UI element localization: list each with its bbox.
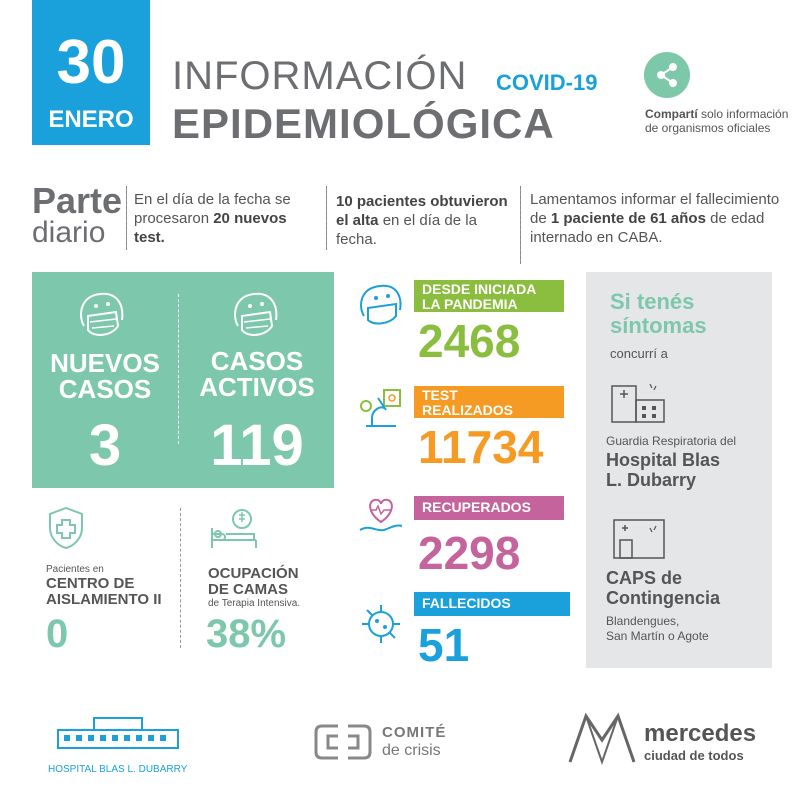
caps-address-1: Blandengues,	[606, 614, 680, 628]
stat-pandemic-label-1: DESDE INICIADA	[422, 281, 537, 297]
share-note-bold: Compartí	[645, 107, 698, 121]
caps-address: Blandengues, San Martín o Agote	[606, 614, 709, 644]
caps-building-icon	[613, 519, 665, 559]
heart-hand-icon	[359, 498, 403, 532]
diario-word: diario	[32, 216, 106, 249]
title-line-2: EPIDEMIOLÓGICA	[172, 100, 555, 147]
parte-col-1-bold: 20 nuevos test.	[134, 210, 287, 246]
mercedes-logo-icon	[568, 712, 636, 766]
stat-recovered-value: 2298	[418, 527, 521, 579]
parte-col-3-text: Lamentamos informar el fallecimiento de	[530, 191, 780, 227]
beds-label-1: OCUPACIÓN	[208, 565, 299, 582]
divider	[326, 186, 327, 250]
active-cases-label-1: CASOS	[210, 346, 304, 376]
date-month: ENERO	[48, 106, 134, 133]
new-cases-value: 3	[88, 413, 122, 478]
new-cases-label: NUEVOS CASOS	[32, 350, 178, 402]
masked-face-icon	[80, 292, 124, 336]
share-icon[interactable]	[644, 52, 690, 98]
title-line-1: INFORMACIÓN	[172, 54, 468, 98]
isolation-label-1: CENTRO DE	[46, 575, 135, 592]
stat-tests-pill: TEST REALIZADOS	[414, 386, 564, 418]
hospital-name: Hospital Blas L. Dubarry	[606, 450, 720, 490]
parte-col-2-bold: 10 pacientes obtuvieron el alta	[336, 193, 508, 229]
isolation-small: Pacientes en	[46, 564, 104, 575]
hospital-bed-icon	[211, 509, 257, 548]
stat-tests-label-1: TEST	[422, 387, 458, 403]
masked-face-icon	[360, 284, 402, 325]
stat-recovered-pill: RECUPERADOS	[414, 496, 564, 520]
hospital-logo	[57, 717, 179, 749]
hospital-name-1: Hospital Blas	[606, 450, 721, 470]
hospital-building-icon	[611, 383, 665, 423]
divider	[126, 186, 127, 250]
mercedes-text-2: ciudad de todos	[644, 748, 744, 763]
symptoms-go-to: concurrí a	[610, 346, 668, 361]
caps-name-1: CAPS de	[606, 568, 683, 588]
caps-name-2: Contingencia	[606, 588, 721, 608]
parte-col-3: Lamentamos informar el fallecimiento de …	[530, 190, 790, 247]
parte-word: Parte	[32, 180, 123, 221]
hospital-name-2: L. Dubarry	[606, 470, 697, 490]
stat-pandemic-pill: DESDE INICIADA LA PANDEMIA	[414, 280, 564, 312]
comite-logo-icon	[314, 724, 372, 760]
new-cases-label-2: CASOS	[58, 374, 152, 404]
new-cases-label-1: NUEVOS	[50, 348, 160, 378]
stat-deaths-label: FALLECIDOS	[422, 595, 511, 611]
symptoms-title-1: Si tenés	[610, 289, 695, 314]
parte-col-3-end: de edad internado en CABA.	[530, 210, 765, 246]
covid-tag: COVID-19	[496, 70, 598, 95]
comite-text-2: de crisis	[382, 742, 441, 759]
isolation-value: 0	[46, 612, 69, 656]
comite-text-1: COMITÉ	[382, 724, 447, 741]
parte-col-3-bold: 1 paciente de 61 años	[550, 210, 706, 227]
share-note-rest: solo información de organismos oficiales	[645, 107, 789, 135]
microscope-icon	[360, 389, 401, 427]
hospital-logo-text: HOSPITAL BLAS L. DUBARRY	[48, 764, 188, 775]
symptoms-title: Si tenés síntomas	[610, 290, 707, 338]
virus-icon	[362, 605, 400, 643]
masked-face-icon	[234, 292, 278, 336]
divider	[520, 186, 521, 264]
parte-col-1-text: En el día de la fecha se procesaron	[134, 191, 291, 227]
parte-col-1: En el día de la fecha se procesaron 20 n…	[134, 190, 314, 247]
parte-col-2: 10 pacientes obtuvieron el alta en el dí…	[336, 192, 516, 249]
stat-tests-label-2: REALIZADOS	[422, 402, 513, 418]
symptoms-panel: Si tenés síntomas concurrí a Guardia Res…	[586, 272, 772, 668]
beds-value: 38%	[206, 612, 287, 656]
stat-tests-value: 11734	[418, 421, 544, 473]
stat-pandemic-label-2: LA PANDEMIA	[422, 296, 518, 312]
active-cases-label-2: ACTIVOS	[199, 372, 315, 402]
beds-label: OCUPACIÓN DE CAMAS	[208, 566, 299, 598]
caps-address-2: San Martín o Agote	[606, 629, 709, 643]
beds-small: de Terapia Intensiva.	[208, 598, 301, 609]
mercedes-text-1: mercedes	[644, 720, 757, 747]
panel-divider	[178, 294, 179, 444]
stat-deaths-pill: FALLECIDOS	[414, 592, 570, 616]
symptoms-title-2: síntomas	[610, 313, 707, 338]
caps-name: CAPS de Contingencia	[606, 568, 720, 608]
isolation-label: CENTRO DE AISLAMIENTO II	[46, 576, 162, 608]
guardia-text: Guardia Respiratoria del	[606, 434, 737, 448]
active-cases-value: 119	[210, 413, 304, 478]
date-badge: 30 ENERO	[32, 0, 150, 145]
active-cases-label: CASOS ACTIVOS	[180, 348, 334, 400]
stat-deaths-value: 51	[418, 619, 470, 671]
shield-cross-icon	[49, 506, 83, 550]
beds-label-2: DE CAMAS	[208, 581, 289, 598]
stat-recovered-label: RECUPERADOS	[422, 499, 531, 515]
share-note: Compartí solo información de organismos …	[645, 107, 795, 135]
date-day: 30	[56, 28, 126, 97]
parte-col-2-text: en el día de la fecha.	[336, 212, 477, 248]
cases-panel: NUEVOS CASOS 3 CASOS ACTIVOS 119	[32, 272, 334, 488]
divider	[180, 508, 181, 648]
isolation-label-2: AISLAMIENTO II	[46, 591, 162, 608]
stat-pandemic-value: 2468	[418, 315, 521, 367]
